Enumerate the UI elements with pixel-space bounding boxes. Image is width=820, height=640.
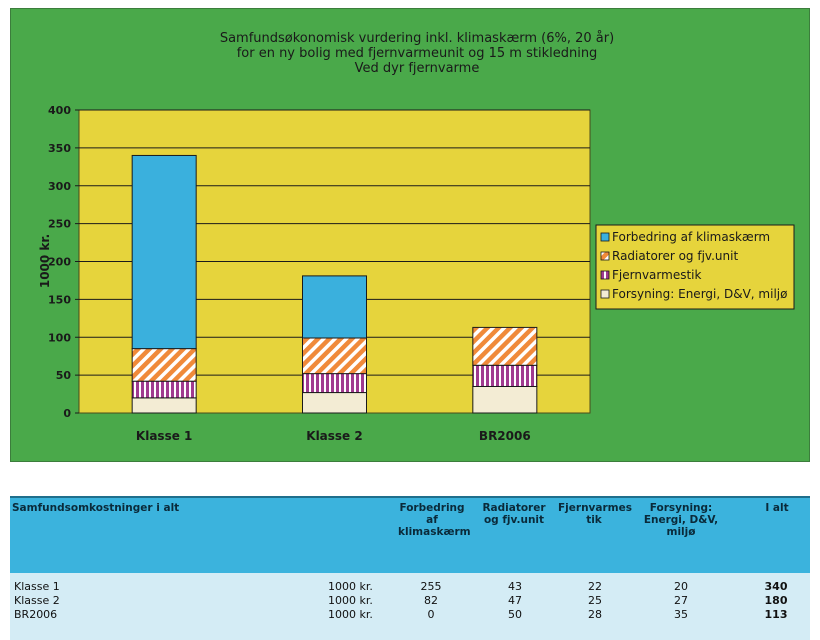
row-label: Klasse 1	[14, 580, 60, 593]
bar-segment	[131, 380, 197, 399]
bar-segment	[472, 385, 538, 414]
table-header: Samfundsomkostninger i alt Forbedring af…	[10, 496, 810, 573]
cell-value: 47	[508, 594, 522, 607]
chart-title-line-2: for en ny bolig med fjernvarmeunit og 15…	[237, 46, 598, 61]
cell-total: 180	[764, 594, 788, 607]
chart-title: Samfundsøkonomisk vurdering inkl. klimas…	[220, 31, 614, 76]
bar-segment	[302, 392, 367, 414]
x-category-label: BR2006	[479, 429, 531, 443]
cell-value: 82	[424, 594, 438, 607]
header-col-2: Radiatorer og fjv.unit	[482, 502, 546, 526]
y-tick-label: 350	[48, 142, 71, 155]
bar-segment	[131, 348, 197, 382]
cell-value: 28	[588, 608, 602, 621]
x-category-label: Klasse 2	[306, 429, 362, 443]
bar-segment	[131, 397, 197, 414]
header-col-4: Forsyning: Energi, D&V, miljø	[643, 502, 719, 538]
x-axis-categories: Klasse 1 Klasse 2 BR2006	[136, 429, 531, 443]
y-tick-label: 250	[48, 218, 71, 231]
chart-title-line-1: Samfundsøkonomisk vurdering inkl. klimas…	[220, 31, 614, 46]
cell-value: 0	[427, 608, 435, 621]
y-tick-label: 150	[48, 293, 71, 306]
cell-value: 50	[508, 608, 522, 621]
y-tick-label: 0	[63, 407, 71, 420]
legend-label: Forbedring af klimaskærm	[612, 230, 770, 244]
cell-total: 113	[764, 608, 788, 621]
y-tick-label: 200	[48, 256, 71, 269]
legend-label: Radiatorer og fjv.unit	[612, 249, 738, 263]
y-tick-label: 300	[48, 180, 71, 193]
row-unit: 1000 kr.	[328, 594, 373, 607]
y-axis-ticks: 0 50 100 150 200 250 300 350 400	[48, 104, 71, 420]
bar-segment	[472, 364, 538, 387]
y-tick-label: 400	[48, 104, 71, 117]
header-col-5: I alt	[765, 502, 789, 514]
bar-segment	[302, 275, 367, 339]
cell-value: 20	[674, 580, 688, 593]
cell-total: 340	[764, 580, 788, 593]
legend-swatch	[600, 270, 610, 280]
y-tick-label: 100	[48, 331, 71, 344]
legend-label: Fjernvarmestik	[612, 268, 701, 282]
chart-svg: Samfundsøkonomisk vurdering inkl. klimas…	[38, 31, 795, 443]
bar-segment	[131, 154, 197, 350]
header-col-1: Forbedring af klimaskærm	[398, 502, 471, 538]
cell-value: 25	[588, 594, 602, 607]
cell-value: 43	[508, 580, 522, 593]
bars	[131, 154, 538, 414]
y-tick-label: 50	[56, 369, 72, 382]
bar-segment	[472, 326, 538, 366]
row-unit: 1000 kr.	[328, 580, 373, 593]
legend: Forbedring af klimaskærm Radiatorer og fj…	[595, 224, 795, 310]
cell-value: 255	[420, 580, 442, 593]
cell-value: 22	[588, 580, 602, 593]
legend-label: Forsyning: Energi, D&V, miljø	[612, 287, 787, 301]
legend-swatch	[600, 251, 610, 261]
chart-panel: Samfundsøkonomisk vurdering inkl. klimas…	[10, 8, 810, 462]
cell-value: 27	[674, 594, 688, 607]
bar-segment	[302, 373, 367, 394]
legend-swatch	[600, 232, 610, 242]
row-unit: 1000 kr.	[328, 608, 373, 621]
header-col-3: Fjernvarmes tik	[558, 502, 632, 526]
row-label: Klasse 2	[14, 594, 60, 607]
chart-title-line-3: Ved dyr fjernvarme	[355, 61, 480, 76]
bar-segment	[302, 337, 367, 375]
row-label: BR2006	[14, 608, 58, 621]
table-title: Samfundsomkostninger i alt	[12, 502, 180, 514]
x-category-label: Klasse 1	[136, 429, 192, 443]
summary-table: Samfundsomkostninger i alt Forbedring af…	[10, 496, 810, 640]
cell-value: 35	[674, 608, 688, 621]
legend-box	[595, 224, 795, 310]
y-axis-label: 1000 kr.	[38, 234, 52, 288]
legend-swatch	[600, 289, 610, 299]
